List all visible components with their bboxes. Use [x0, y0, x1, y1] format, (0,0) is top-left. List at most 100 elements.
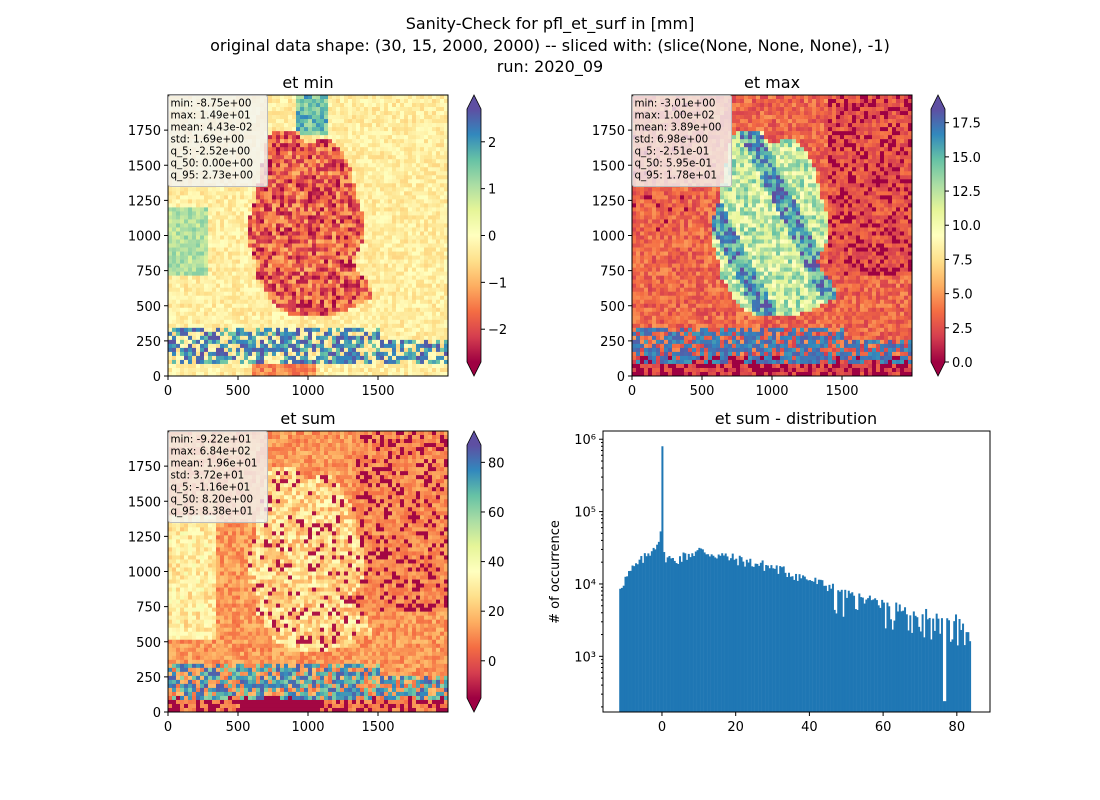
heatmap-cell: [376, 95, 381, 100]
heatmap-cell: [304, 331, 309, 337]
heatmap-cell: [196, 259, 201, 264]
heatmap-cell: [444, 311, 449, 317]
heatmap-cell: [344, 295, 349, 301]
heatmap-cell: [352, 331, 357, 337]
heatmap-cell: [308, 191, 313, 196]
heatmap-cell: [340, 127, 345, 132]
heatmap-cell: [360, 167, 365, 172]
heatmap-cell: [216, 243, 221, 248]
heatmap-cell: [352, 147, 357, 152]
heatmap-cell: [388, 239, 393, 244]
heatmap-cell: [320, 187, 325, 192]
heatmap-cell: [304, 287, 309, 292]
heatmap-cell: [364, 131, 369, 136]
heatmap-cell: [400, 331, 405, 337]
heatmap-cell: [244, 247, 249, 252]
heatmap-cell: [360, 227, 365, 232]
heatmap-cell: [376, 367, 381, 373]
heatmap-cell: [280, 299, 285, 305]
heatmap-cell: [204, 295, 209, 301]
heatmap-cell: [424, 291, 429, 297]
heatmap-cell: [416, 131, 421, 136]
heatmap-cell: [204, 187, 209, 192]
heatmap-cell: [444, 107, 449, 112]
heatmap-cell: [336, 171, 341, 176]
heatmap-cell: [352, 219, 357, 224]
heatmap-cell: [324, 255, 329, 260]
heatmap-cell: [340, 247, 345, 252]
heatmap-cell: [296, 311, 301, 317]
heatmap-cell: [284, 151, 289, 156]
heatmap-cell: [384, 275, 389, 280]
heatmap-cell: [304, 159, 309, 164]
heatmap-cell: [344, 207, 349, 212]
heatmap-cell: [440, 103, 445, 108]
heatmap-cell: [308, 115, 313, 120]
colorbar-gradient: [467, 109, 481, 362]
heatmap-cell: [372, 99, 377, 104]
heatmap-cell: [200, 271, 205, 276]
heatmap-cell: [444, 307, 449, 313]
heatmap-cell: [412, 175, 417, 180]
heatmap-cell: [252, 343, 257, 349]
heatmap-cell: [280, 227, 285, 232]
heatmap-cell: [320, 363, 325, 369]
heatmap-cell: [632, 231, 637, 236]
heatmap-cell: [260, 327, 265, 333]
heatmap-cell: [372, 239, 377, 244]
heatmap-cell: [192, 199, 197, 204]
heatmap-cell: [180, 219, 185, 224]
heatmap-cell: [244, 231, 249, 236]
heatmap-cell: [380, 339, 385, 345]
heatmap-cell: [272, 339, 277, 345]
heatmap-cell: [368, 115, 373, 120]
heatmap-cell: [212, 275, 217, 280]
heatmap-cell: [376, 271, 381, 276]
heatmap-cell: [380, 343, 385, 349]
heatmap-cell: [272, 291, 277, 297]
heatmap-cell: [352, 299, 357, 305]
heatmap-cell: [336, 195, 341, 200]
heatmap-cell: [184, 351, 189, 357]
heatmap-cell: [320, 231, 325, 236]
heatmap-cell: [296, 111, 301, 116]
heatmap-cell: [404, 171, 409, 176]
heatmap-cell: [312, 243, 317, 248]
heatmap-cell: [336, 311, 341, 317]
heatmap-cell: [280, 275, 285, 280]
heatmap-cell: [428, 135, 433, 140]
heatmap-cell: [212, 287, 217, 292]
heatmap-cell: [408, 111, 413, 116]
heatmap-cell: [304, 107, 309, 112]
heatmap-cell: [212, 327, 217, 333]
heatmap-cell: [288, 199, 293, 204]
heatmap-cell: [332, 255, 337, 260]
heatmap-cell: [440, 323, 445, 329]
heatmap-cell: [272, 295, 277, 301]
heatmap-cell: [348, 147, 353, 152]
heatmap-cell: [300, 371, 305, 377]
heatmap-cell: [424, 179, 429, 184]
heatmap-cell: [420, 343, 425, 349]
heatmap-cell: [408, 179, 413, 184]
heatmap-cell: [436, 219, 441, 224]
heatmap-cell: [404, 351, 409, 357]
heatmap-cell: [324, 187, 329, 192]
heatmap-cell: [364, 299, 369, 305]
heatmap-cell: [276, 239, 281, 244]
heatmap-cell: [352, 179, 357, 184]
heatmap-cell: [288, 171, 293, 176]
heatmap-cell: [444, 99, 449, 104]
heatmap-cell: [396, 159, 401, 164]
heatmap-cell: [324, 251, 329, 256]
heatmap-cell: [220, 187, 225, 192]
heatmap-cell: [296, 175, 301, 180]
colorbar-extend-top: [467, 95, 481, 109]
heatmap-cell: [348, 311, 353, 317]
heatmap-cell: [312, 159, 317, 164]
heatmap-cell: [372, 279, 377, 284]
heatmap-cell: [216, 371, 221, 377]
heatmap-cell: [384, 111, 389, 116]
heatmap-cell: [216, 255, 221, 260]
heatmap-cell: [208, 339, 213, 345]
